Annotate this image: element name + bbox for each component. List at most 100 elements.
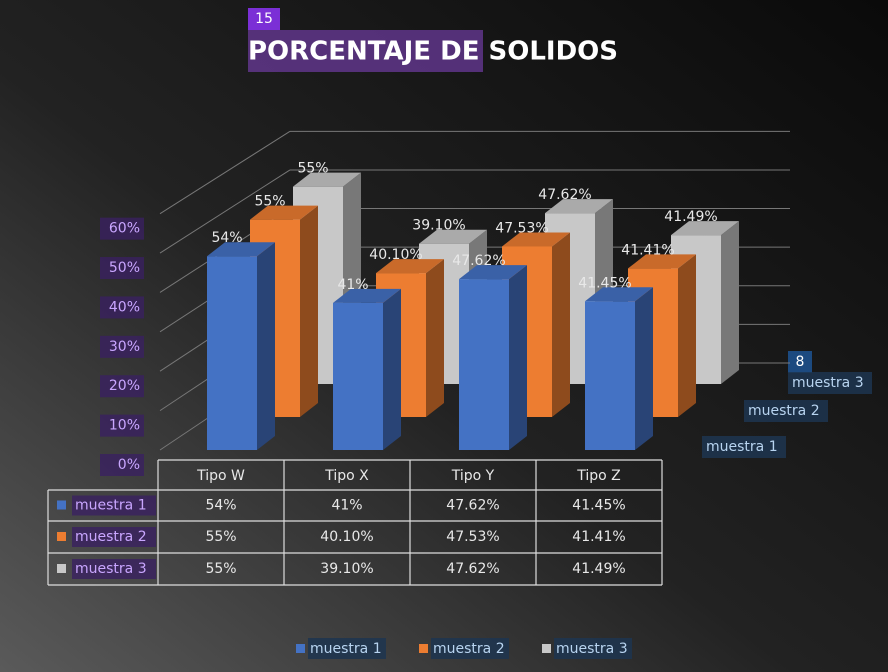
series-label-highlight [702,436,786,458]
bar-top [585,287,653,302]
row-header-highlight [72,559,156,579]
table-cell: 54% [205,498,236,514]
bar-side [509,265,527,450]
marker-badge [788,351,812,373]
table-cell: 47.53% [446,529,499,545]
bar-side [678,254,696,417]
data-label: 47.62% [538,187,591,203]
y-tick-highlight [100,296,144,319]
bar [333,302,383,450]
table-header: Tipo Y [451,468,495,484]
data-label: 41.41% [621,242,674,258]
data-label: 40.10% [369,247,422,263]
bar-top [419,229,487,244]
table-header: Tipo Z [576,468,621,484]
row-header-highlight [72,495,156,516]
data-table: Tipo W Tipo X Tipo Y Tipo Z muestra 1 54% 41% 4… [47,459,663,586]
data-label: 41.49% [664,209,717,225]
bar [459,279,509,450]
y-tick-highlight [100,454,144,476]
data-label: 55% [254,194,285,210]
marker-label: 8 [796,354,805,370]
bar-top [502,232,570,247]
data-label: 54% [211,230,242,246]
series-axis-label: muestra 2 [748,403,820,419]
table-cell: 41.45% [572,498,625,514]
bar-top [207,242,275,257]
row-header: muestra 2 [75,529,147,545]
y-tick-label: 0% [118,457,140,473]
chart-title: PORCENTAJE DE SOLIDOS [248,37,618,67]
y-tick-highlight [100,335,144,358]
row-header: muestra 3 [75,561,147,577]
grid-line [159,169,291,254]
data-label: 47.53% [495,220,548,236]
y-tick-highlight [100,375,144,398]
y-tick-label: 60% [109,221,140,237]
bar-side [300,205,318,417]
table-header: Tipo W [196,468,245,484]
marker-label: 15 [255,11,273,27]
series-label-highlight [744,400,828,422]
bar [207,256,257,450]
y-tick-highlight [100,414,144,437]
legend-label: muestra 2 [433,641,505,657]
bar-side [257,242,275,450]
table-cell: 40.10% [320,529,373,545]
legend-label: muestra 3 [556,641,628,657]
bar-top [333,288,401,303]
series-label-highlight [788,372,872,394]
table-cell: 41% [331,498,362,514]
y-tick-label: 50% [109,260,140,276]
bar-side [721,221,739,384]
data-label: 41% [337,277,368,293]
title-highlight [248,30,483,72]
y-tick-highlight [100,257,144,280]
data-label: 47.62% [452,253,505,269]
bar-side [383,288,401,450]
legend-label: muestra 1 [310,641,382,657]
data-label: 55% [297,161,328,177]
row-header-highlight [72,527,156,547]
series-axis-label: muestra 1 [706,439,778,455]
y-tick-label: 10% [109,418,140,434]
table-cell: 39.10% [320,561,373,577]
table-cell: 47.62% [446,498,499,514]
legend-key [57,500,66,510]
table-cell: 41.49% [572,561,625,577]
data-label: 41.45% [578,275,631,291]
bar-top [545,199,613,214]
y-tick-label: 40% [109,299,140,315]
bar-side [552,232,570,417]
table-cell: 55% [205,561,236,577]
legend-highlight [308,638,386,659]
bar-top [293,172,361,187]
bar-top [459,265,527,280]
y-tick-label: 20% [109,378,140,394]
legend-highlight [554,638,632,659]
y-tick-highlight [100,217,144,240]
marker-badge [248,8,280,30]
table-header: Tipo X [324,468,369,484]
table-cell: 47.62% [446,561,499,577]
legend-key [57,564,66,573]
table-cell: 41.41% [572,529,625,545]
data-label: 39.10% [412,218,465,234]
legend-key [296,644,305,653]
bar-side [426,259,444,417]
bar [585,301,635,450]
row-header: muestra 1 [75,498,147,514]
y-tick-label: 30% [109,339,140,355]
bar-side [635,287,653,450]
bar-top [671,221,739,236]
bar-top [250,205,318,220]
legend-highlight [431,638,509,659]
grid-line [159,130,291,215]
bar-top [628,254,696,269]
bar-top [376,259,444,274]
legend-key [57,532,66,541]
table-cell: 55% [205,529,236,545]
legend-key [419,644,428,653]
series-axis-label: muestra 3 [792,375,864,391]
